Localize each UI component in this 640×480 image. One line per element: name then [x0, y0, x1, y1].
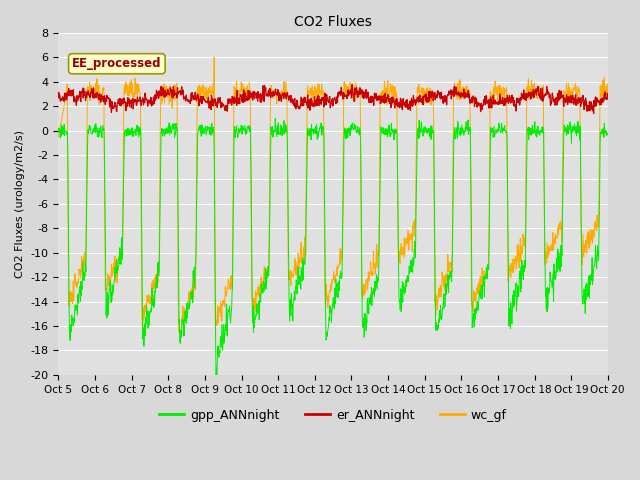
Title: CO2 Fluxes: CO2 Fluxes [294, 15, 372, 29]
Text: EE_processed: EE_processed [72, 57, 162, 70]
Y-axis label: CO2 Fluxes (urology/m2/s): CO2 Fluxes (urology/m2/s) [15, 130, 25, 278]
Legend: gpp_ANNnight, er_ANNnight, wc_gf: gpp_ANNnight, er_ANNnight, wc_gf [154, 404, 512, 427]
